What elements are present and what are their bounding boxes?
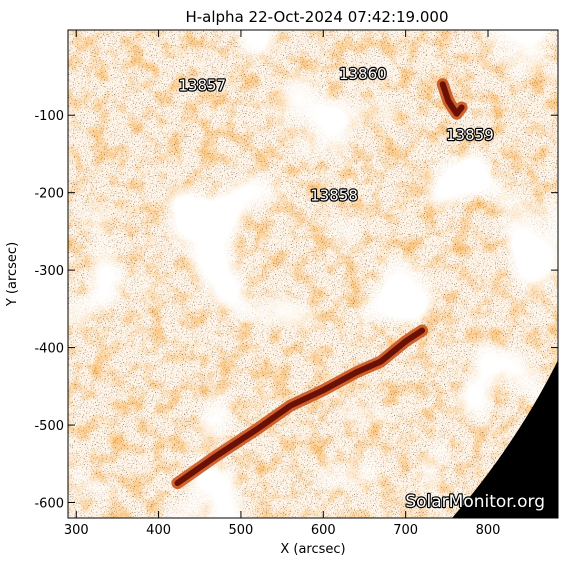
chart-title: H-alpha 22-Oct-2024 07:42:19.000 <box>185 8 448 26</box>
y-axis-label: Y (arcsec) <box>5 242 20 307</box>
filament <box>439 81 465 117</box>
region-label: 13857 <box>178 76 226 94</box>
region-label: 13858 <box>310 186 358 204</box>
x-tick-label: 300 <box>64 523 89 538</box>
y-axis: -600 -500 -400 -300 -200 -100 <box>34 109 558 512</box>
watermark-text: SolarMonitor.org <box>405 492 545 512</box>
y-tick-label: -600 <box>34 497 64 512</box>
x-axis: 300 400 500 600 700 800 <box>64 30 501 538</box>
filament <box>174 327 426 487</box>
y-tick-label: -300 <box>34 264 64 279</box>
region-labels: 13857 13860 13859 13858 <box>177 64 495 206</box>
x-tick-label: 600 <box>311 523 336 538</box>
x-tick-label: 400 <box>146 523 171 538</box>
x-axis-label: X (arcsec) <box>280 542 345 557</box>
off-limb-region <box>452 360 558 518</box>
region-label: 13860 <box>339 65 387 83</box>
filaments-layer <box>171 78 468 490</box>
region-label: 13859 <box>446 126 494 144</box>
plot-frame <box>67 29 559 519</box>
x-tick-label: 700 <box>393 523 418 538</box>
plot-area <box>68 30 558 518</box>
y-tick-label: -500 <box>34 419 64 434</box>
x-tick-label: 800 <box>476 523 501 538</box>
y-tick-label: -400 <box>34 342 64 357</box>
y-tick-label: -200 <box>34 187 64 202</box>
x-tick-label: 500 <box>229 523 254 538</box>
bright-plage-patches <box>68 30 558 518</box>
y-tick-label: -100 <box>34 109 64 124</box>
